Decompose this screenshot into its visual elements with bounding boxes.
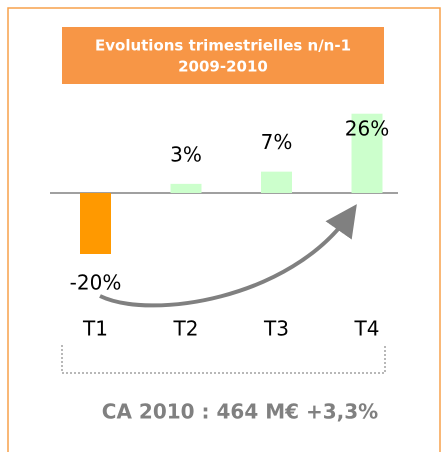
x-tick-label: T4 bbox=[354, 317, 380, 341]
value-label: 3% bbox=[170, 142, 202, 166]
bar bbox=[170, 183, 202, 193]
bar bbox=[351, 113, 383, 193]
chart-title: Evolutions trimestrielles n/n-1 bbox=[95, 37, 351, 55]
value-label: -20% bbox=[70, 271, 122, 295]
title-box bbox=[62, 27, 384, 84]
x-tick-label: T2 bbox=[173, 317, 199, 341]
trend-arrow bbox=[99, 204, 357, 308]
x-tick-label: T1 bbox=[82, 317, 108, 341]
bracket bbox=[61, 345, 386, 374]
bar bbox=[80, 193, 111, 254]
frame bbox=[7, 7, 441, 452]
x-tick-label: T3 bbox=[263, 317, 289, 341]
value-label: 26% bbox=[345, 117, 389, 141]
chart-subtitle: 2009-2010 bbox=[178, 58, 268, 76]
bar bbox=[261, 171, 292, 193]
annotation: CA 2010 : 464 M€ +3,3% bbox=[102, 400, 378, 424]
value-label: 7% bbox=[261, 130, 293, 154]
